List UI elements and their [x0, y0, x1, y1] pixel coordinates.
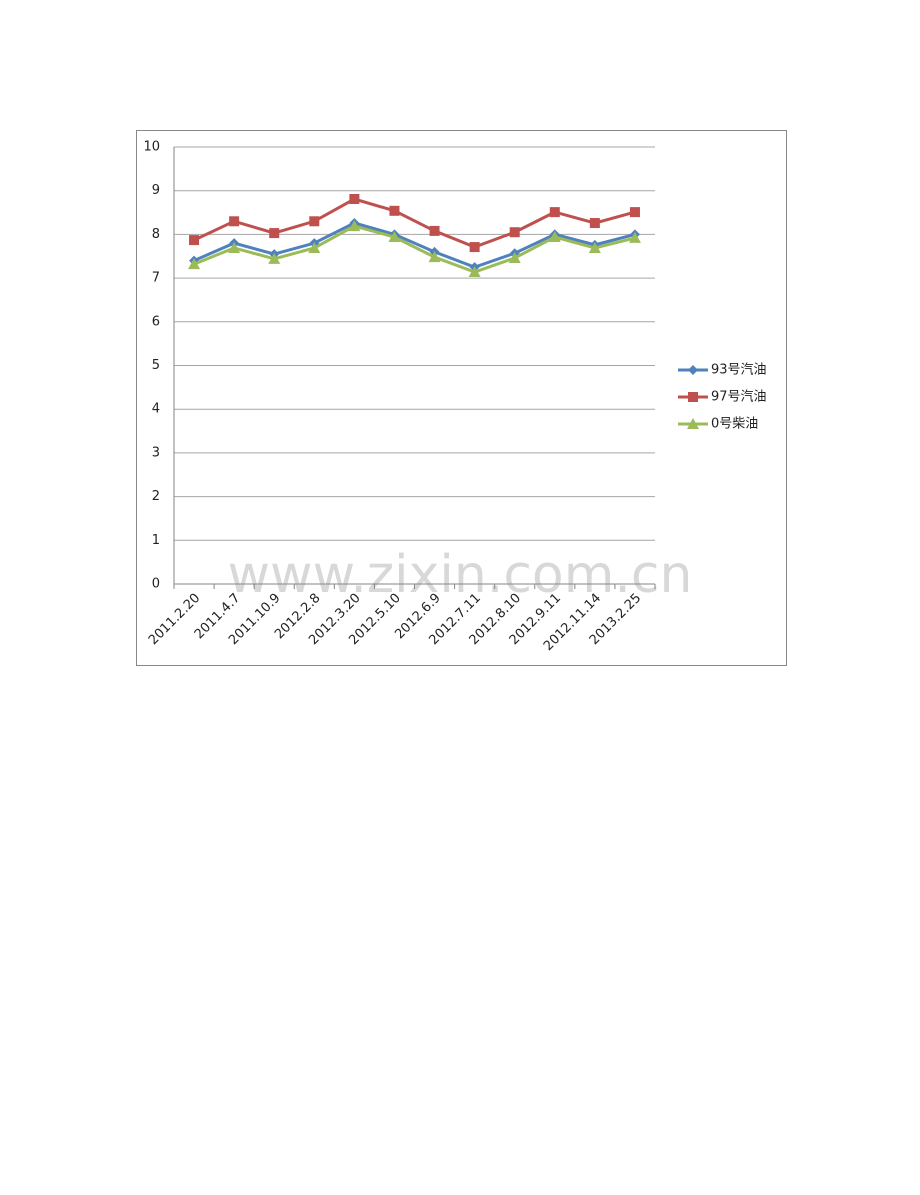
marker — [269, 228, 280, 239]
series-line — [193, 221, 636, 269]
y-tick-label: 9 — [152, 183, 160, 198]
marker — [509, 227, 520, 238]
y-tick-label: 2 — [152, 489, 160, 504]
marker — [389, 205, 400, 216]
marker — [228, 241, 241, 253]
marker — [688, 365, 698, 375]
marker — [229, 216, 240, 227]
marker — [308, 241, 321, 253]
marker — [188, 258, 201, 270]
y-tick-label: 4 — [152, 402, 160, 417]
marker — [687, 418, 699, 429]
marker — [688, 392, 698, 402]
marker — [629, 207, 640, 218]
marker — [388, 231, 401, 243]
marker — [628, 231, 641, 243]
series-line — [193, 197, 636, 249]
marker — [309, 216, 320, 227]
y-tick-label: 10 — [143, 140, 160, 155]
marker — [588, 241, 601, 253]
legend-label: 93号汽油 — [711, 363, 767, 378]
marker — [268, 252, 281, 264]
marker — [548, 231, 561, 243]
y-tick-label: 5 — [152, 358, 160, 373]
y-tick-label: 7 — [152, 271, 160, 286]
marker — [589, 218, 600, 229]
y-tick-label: 8 — [152, 227, 160, 242]
marker — [468, 265, 481, 277]
watermark: www.zixin.com.cn — [228, 545, 693, 605]
marker — [429, 225, 440, 236]
marker — [549, 207, 560, 218]
marker — [469, 242, 480, 253]
y-tick-label: 0 — [152, 577, 160, 592]
legend-label: 97号汽油 — [711, 390, 767, 405]
marker — [189, 235, 200, 246]
y-tick-label: 6 — [152, 314, 160, 329]
marker — [348, 220, 361, 232]
marker — [428, 251, 441, 263]
marker — [508, 251, 521, 263]
y-tick-label: 1 — [152, 533, 160, 548]
legend-label: 0号柴油 — [711, 417, 758, 432]
series-line — [193, 224, 636, 274]
y-tick-label: 3 — [152, 445, 160, 460]
marker — [349, 194, 360, 205]
